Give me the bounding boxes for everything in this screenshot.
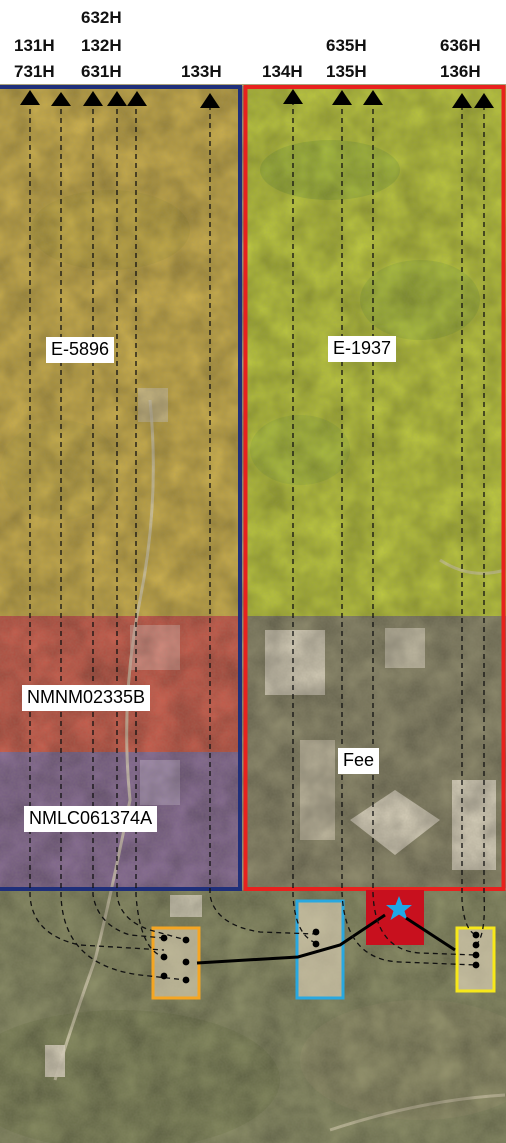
wellpath-631h bbox=[135, 100, 165, 958]
label-631h: 631H bbox=[81, 62, 122, 81]
triangle-up-icon bbox=[127, 91, 147, 106]
star-icon bbox=[386, 896, 412, 920]
wellpath-133h bbox=[209, 105, 317, 935]
dot-icon bbox=[472, 941, 480, 949]
dot-icon bbox=[472, 951, 480, 959]
label-133h: 133H bbox=[181, 62, 222, 81]
tract-label-fee: Fee bbox=[338, 748, 380, 774]
label-635h: 635H bbox=[326, 36, 367, 55]
triangle-up-icon bbox=[83, 91, 103, 106]
dot-icon bbox=[160, 934, 168, 942]
triangle-up-icon bbox=[51, 92, 71, 106]
label-632h: 632H bbox=[81, 8, 122, 27]
pad-east-yellow bbox=[455, 926, 496, 993]
pipeline-west bbox=[196, 913, 386, 965]
well-toes bbox=[20, 89, 494, 108]
triangle-up-icon bbox=[200, 93, 220, 108]
dot-icon bbox=[472, 961, 480, 969]
label-132h: 132H bbox=[81, 36, 122, 55]
dot-icon bbox=[160, 972, 168, 980]
wellpath-134h bbox=[292, 100, 317, 944]
triangle-up-icon bbox=[20, 90, 40, 105]
wellheads bbox=[160, 928, 480, 984]
wellpath-635h bbox=[341, 100, 477, 966]
wellpath-731h bbox=[60, 100, 187, 981]
dot-icon bbox=[182, 958, 190, 966]
triangle-up-icon bbox=[107, 91, 127, 106]
east-unit-border bbox=[243, 85, 506, 891]
label-731h: 731H bbox=[14, 62, 55, 81]
wellpath-632h bbox=[92, 100, 165, 939]
triangle-up-icon bbox=[474, 93, 494, 108]
dot-icon bbox=[312, 940, 320, 948]
label-636h: 636H bbox=[440, 36, 481, 55]
label-136h: 136H bbox=[440, 62, 481, 81]
triangle-up-icon bbox=[283, 89, 303, 104]
triangle-up-icon bbox=[452, 93, 472, 108]
label-134h: 134H bbox=[262, 62, 303, 81]
wellpath-135h bbox=[372, 100, 477, 956]
dot-icon bbox=[160, 953, 168, 961]
triangle-up-icon bbox=[363, 90, 383, 105]
label-131h: 131H bbox=[14, 36, 55, 55]
tract-label-federal-1: NMNM02335B bbox=[22, 685, 151, 711]
west-unit-border bbox=[0, 85, 242, 891]
dot-icon bbox=[182, 936, 190, 944]
aerial-specks bbox=[0, 86, 506, 1143]
pipelines bbox=[196, 913, 456, 965]
pipeline-east bbox=[405, 916, 456, 952]
tract-label-east-state: E-1937 bbox=[328, 336, 397, 362]
central-facility bbox=[366, 890, 424, 945]
wellpath-132h bbox=[116, 100, 187, 941]
pad-west-orange bbox=[151, 926, 201, 1000]
label-135h: 135H bbox=[326, 62, 367, 81]
dot-icon bbox=[472, 931, 480, 939]
tract-label-west-state: E-5896 bbox=[46, 337, 115, 363]
dot-icon bbox=[182, 976, 190, 984]
tract-label-federal-2: NMLC061374A bbox=[24, 806, 158, 832]
dot-icon bbox=[312, 928, 320, 936]
triangle-up-icon bbox=[332, 90, 352, 105]
